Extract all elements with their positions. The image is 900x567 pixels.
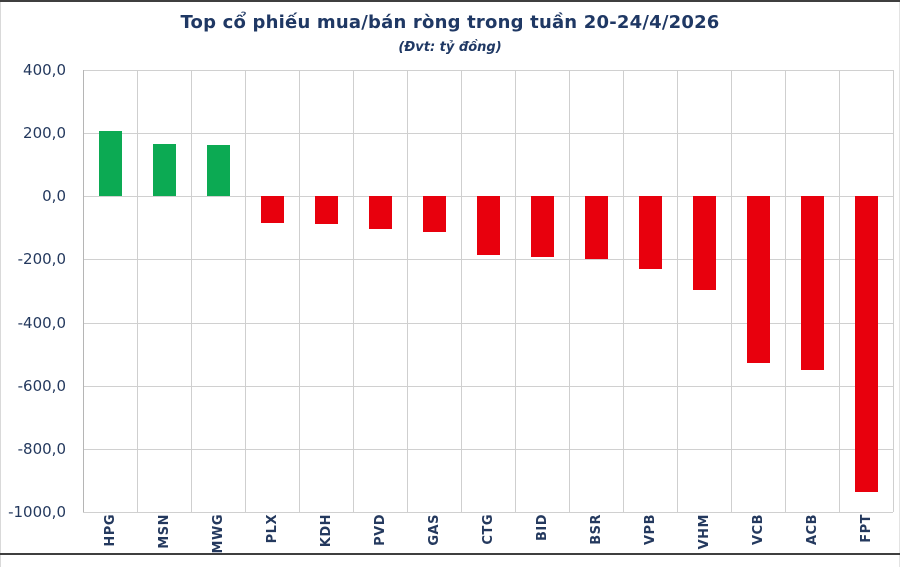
x-axis-label-VHM: VHM — [696, 514, 712, 550]
gridline-h — [83, 512, 893, 513]
bar-KDH — [314, 196, 338, 225]
gridline-v — [245, 70, 246, 512]
x-axis-label-GAS: GAS — [426, 514, 442, 546]
bar-CTG — [476, 196, 500, 256]
y-axis: 400,0 200,0 0,0 -200,0 -400,0 -600,0 -800,0 -10… — [0, 2, 70, 567]
x-axis-label-CTG: CTG — [480, 514, 496, 545]
gridline-h — [83, 259, 893, 261]
x-axis-label-HPG: HPG — [102, 514, 118, 547]
y-axis-tick-label: -800,0 — [17, 439, 66, 458]
x-axis-label-FPT: FPT — [858, 514, 874, 543]
bar-FPT — [854, 196, 878, 492]
bar-PLX — [260, 196, 284, 224]
gridline-v — [785, 70, 786, 512]
x-axis-label-KDH: KDH — [318, 514, 334, 548]
x-axis-label-PLX: PLX — [264, 514, 280, 544]
x-axis-label-BID: BID — [534, 514, 550, 542]
bar-GAS — [422, 196, 446, 232]
y-axis-tick-label: -200,0 — [17, 250, 66, 269]
bar-PVD — [368, 196, 392, 230]
bar-VHM — [692, 196, 716, 291]
y-axis-tick-label: 200,0 — [23, 124, 66, 143]
gridline-v — [677, 70, 678, 512]
gridline-v — [515, 70, 516, 512]
gridline-v — [839, 70, 840, 512]
bottom-border — [0, 553, 900, 555]
gridline-v — [299, 70, 300, 512]
gridline-v — [461, 70, 462, 512]
x-axis-label-VCB: VCB — [750, 514, 766, 546]
y-axis-tick-label: 400,0 — [23, 61, 66, 79]
chart-title: Top cổ phiếu mua/bán ròng trong tuần 20-… — [180, 12, 720, 33]
x-axis-label-VPB: VPB — [642, 514, 658, 545]
gridline-v — [569, 70, 570, 512]
y-axis-tick-label: 0,0 — [42, 187, 66, 206]
gridline-h — [83, 385, 893, 387]
plot-area — [83, 70, 894, 513]
y-axis-tick-label: -1000,0 — [8, 503, 66, 521]
x-axis-label-MSN: MSN — [156, 514, 172, 549]
x-axis-label-ACB: ACB — [804, 514, 820, 546]
left-border — [0, 2, 1, 567]
y-axis-tick-label: -600,0 — [17, 376, 66, 395]
gridline-h — [83, 448, 893, 450]
y-axis-tick-label: -400,0 — [17, 313, 66, 332]
gridline-v — [191, 70, 192, 512]
bar-MSN — [152, 143, 176, 197]
gridline-h — [83, 133, 893, 135]
bar-HPG — [98, 130, 122, 197]
gridline-h — [83, 322, 893, 324]
y-axis-line — [83, 70, 84, 512]
gridline-v — [893, 70, 894, 512]
gridline-v — [407, 70, 408, 512]
chart-subtitle: (Đvt: tỷ đồng) — [398, 40, 502, 55]
bar-BSR — [584, 196, 608, 259]
bar-MWG — [206, 145, 230, 197]
gridline-h — [83, 70, 893, 71]
x-axis-label-BSR: BSR — [588, 514, 604, 545]
gridline-v — [623, 70, 624, 512]
x-axis: HPG MSN MWG PLX KDH PVD GAS CTG BID BSR VPB VHM VCB A… — [83, 514, 893, 554]
x-axis-label-PVD: PVD — [372, 514, 388, 546]
bar-BID — [530, 196, 554, 258]
gridline-v — [137, 70, 138, 512]
bar-ACB — [800, 196, 824, 370]
gridline-v — [731, 70, 732, 512]
bar-VCB — [746, 196, 770, 364]
gridline-v — [353, 70, 354, 512]
x-axis-label-MWG: MWG — [210, 514, 226, 554]
bar-VPB — [638, 196, 662, 269]
